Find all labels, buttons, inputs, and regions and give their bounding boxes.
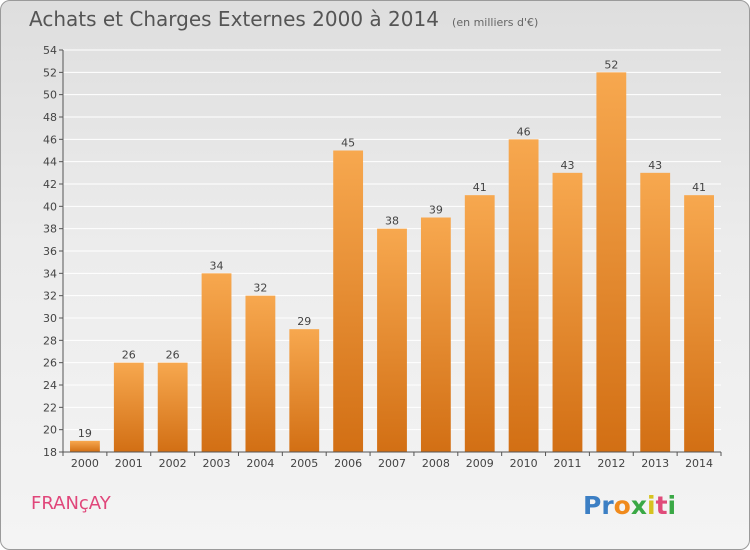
logo-letter: o	[613, 491, 631, 520]
y-tick-label: 42	[43, 178, 57, 191]
x-tick-label: 2013	[641, 457, 669, 470]
bar	[157, 362, 188, 452]
y-tick-label: 18	[43, 446, 57, 459]
data-label: 46	[517, 125, 531, 138]
bar	[333, 150, 364, 452]
bar	[464, 195, 495, 452]
bar	[201, 273, 232, 452]
title-row: Achats et Charges Externes 2000 à 2014 (…	[29, 7, 538, 31]
x-tick-label: 2008	[422, 457, 450, 470]
y-tick-label: 20	[43, 424, 57, 437]
logo-letter: i	[647, 491, 656, 520]
data-label: 39	[429, 204, 443, 217]
x-tick-label: 2001	[115, 457, 143, 470]
bar	[508, 139, 539, 453]
x-tick-label: 2007	[378, 457, 406, 470]
y-tick-label: 26	[43, 357, 57, 370]
data-label: 34	[210, 259, 224, 272]
x-tick-label: 2010	[510, 457, 538, 470]
bar	[420, 217, 451, 452]
y-tick-label: 54	[43, 44, 57, 57]
x-tick-label: 2011	[553, 457, 581, 470]
y-tick-label: 52	[43, 66, 57, 79]
data-label: 43	[560, 159, 574, 172]
x-tick-label: 2009	[466, 457, 494, 470]
bar	[552, 172, 583, 453]
y-tick-label: 38	[43, 223, 57, 236]
y-tick-label: 48	[43, 111, 57, 124]
data-label: 45	[341, 137, 355, 150]
x-tick-label: 2004	[246, 457, 274, 470]
logo-letter: t	[655, 491, 668, 520]
x-tick-label: 2002	[159, 457, 187, 470]
y-tick-label: 36	[43, 245, 57, 258]
data-label: 38	[385, 215, 399, 228]
data-label: 26	[122, 349, 136, 362]
data-label: 41	[692, 181, 706, 194]
x-tick-label: 2006	[334, 457, 362, 470]
y-tick-label: 30	[43, 312, 57, 325]
bar	[289, 329, 320, 452]
y-tick-label: 32	[43, 290, 57, 303]
logo-letter: i	[667, 491, 677, 520]
commune-name: FRANçAY	[31, 493, 111, 514]
data-label: 29	[297, 315, 311, 328]
y-tick-label: 46	[43, 133, 57, 146]
logo-letter: x	[630, 491, 647, 520]
logo-letter: r	[601, 491, 614, 520]
bar	[113, 362, 144, 452]
y-tick-label: 50	[43, 89, 57, 102]
data-label: 19	[78, 427, 92, 440]
bars: 19 26 26 34 32 29 45 38 39 41 46 43 52 43 41	[70, 58, 714, 453]
x-tick-label: 2014	[685, 457, 713, 470]
axes: 18 20 22 24 26 28 30 32 34 36 38 40 42 44 46 48 50 52 54 20…	[43, 44, 722, 470]
proxiti-logo: Proxiti	[583, 491, 676, 520]
chart-title: Achats et Charges Externes 2000 à 2014	[29, 7, 439, 31]
x-tick-label: 2005	[290, 457, 318, 470]
bar	[596, 72, 627, 452]
bar	[70, 440, 100, 452]
bar	[245, 295, 276, 452]
y-tick-label: 22	[43, 401, 57, 414]
data-label: 52	[604, 58, 618, 71]
logo-letter: P	[583, 491, 602, 520]
data-label: 32	[253, 282, 267, 295]
y-tick-label: 24	[43, 379, 57, 392]
y-tick-label: 28	[43, 334, 57, 347]
chart-subtitle: (en milliers d'€)	[452, 16, 539, 29]
x-tick-label: 2003	[203, 457, 231, 470]
bar	[377, 228, 407, 452]
bar	[684, 195, 714, 452]
bar	[640, 172, 671, 453]
data-label: 43	[648, 159, 662, 172]
data-label: 26	[166, 349, 180, 362]
y-tick-label: 34	[43, 267, 57, 280]
x-tick-label: 2012	[597, 457, 625, 470]
data-label: 41	[473, 181, 487, 194]
y-tick-label: 44	[43, 156, 57, 169]
y-tick-label: 40	[43, 200, 57, 213]
x-tick-label: 2000	[71, 457, 99, 470]
